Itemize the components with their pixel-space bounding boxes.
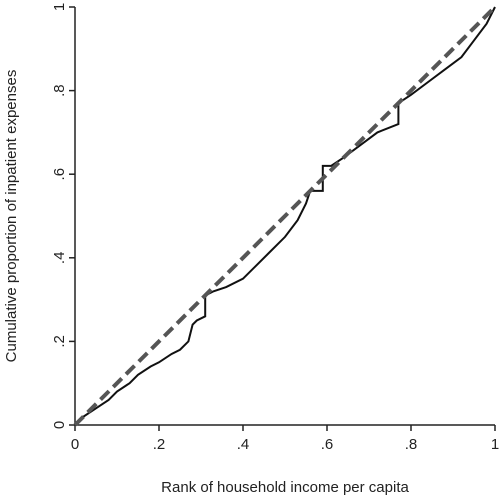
- x-axis-title: Rank of household income per capita: [161, 479, 409, 496]
- x-tick-label: 0: [71, 436, 79, 453]
- y-tick-label: .8: [51, 84, 68, 97]
- x-tick-label: .4: [237, 436, 250, 453]
- y-tick-label: .4: [51, 252, 68, 265]
- y-axis-title: Cumulative proportion of inpatient expen…: [3, 70, 20, 363]
- x-tick-label: 1: [491, 436, 499, 453]
- y-tick-label: 0: [51, 421, 68, 429]
- equality-line: [73, 5, 497, 427]
- y-tick-label: .2: [51, 335, 68, 348]
- y-tick-label: .6: [51, 168, 68, 181]
- x-tick-label: .6: [321, 436, 334, 453]
- x-tick-label: .8: [405, 436, 418, 453]
- x-tick-label: .2: [153, 436, 166, 453]
- concentration-curve: [74, 6, 496, 426]
- y-tick-label: 1: [51, 3, 68, 11]
